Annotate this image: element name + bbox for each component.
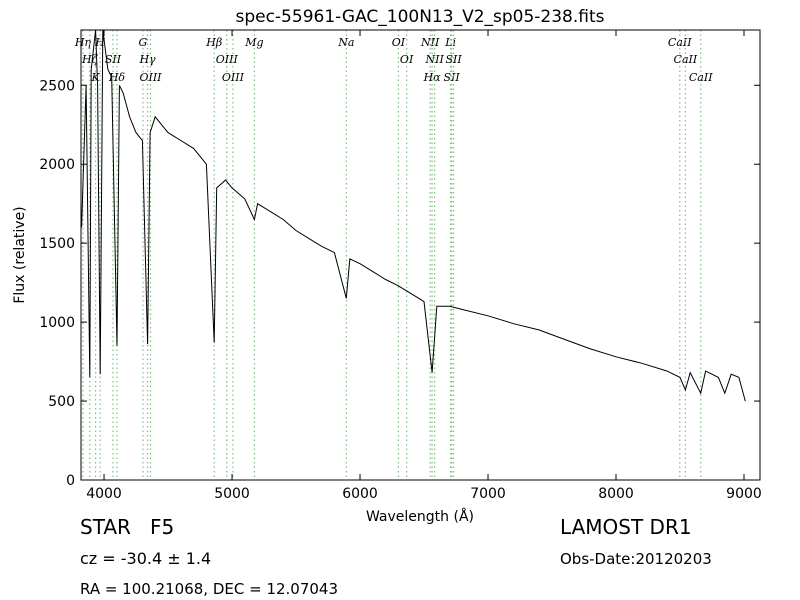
x-tick-label: 6000 (342, 486, 378, 502)
obs-date: Obs-Date:20120203 (560, 550, 712, 568)
x-tick-label: 4000 (86, 486, 122, 502)
plot-frame (80, 29, 761, 481)
redshift: cz = -30.4 ± 1.4 (80, 549, 211, 568)
spectrum (81, 30, 746, 402)
line-label: OI (400, 53, 414, 66)
line-label: Hβ (205, 36, 222, 49)
survey: LAMOST DR1 (560, 515, 692, 539)
x-axis-label: Wavelength (Å) (366, 508, 474, 525)
line-label: Hα (423, 71, 442, 84)
line-label: Mg (244, 36, 263, 49)
x-tick-label: 7000 (470, 486, 506, 502)
line-label: Hγ (138, 53, 156, 66)
chart-title: spec-55961-GAC_100N13_V2_sp05-238.fits (235, 7, 604, 27)
line-label: CaII (689, 71, 713, 84)
line-label: CaII (668, 36, 692, 49)
line-label: Hζ (81, 53, 99, 66)
line-label: H (94, 36, 105, 49)
line-label: CaII (674, 53, 698, 66)
line-label: Hδ (108, 71, 126, 84)
line-label: G (139, 36, 148, 49)
x-tick-label: 8000 (598, 486, 634, 502)
y-tick-label: 500 (48, 394, 75, 410)
line-label: OIII (222, 71, 245, 84)
line-label: NII (424, 53, 444, 66)
y-tick-label: 2000 (39, 157, 75, 173)
y-tick-label: 1500 (39, 236, 75, 252)
line-label: SII (445, 53, 462, 66)
y-tick-label: 0 (66, 473, 75, 489)
line-label: Na (337, 36, 354, 49)
line-label: OIII (139, 71, 162, 84)
y-tick-label: 2500 (39, 78, 75, 94)
line-label: NII (420, 36, 440, 49)
y-axis-label: Flux (relative) (12, 206, 28, 303)
line-label: OI (392, 36, 406, 49)
x-tick-label: 5000 (214, 486, 250, 502)
line-label: Hη (74, 36, 92, 49)
coordinates: RA = 100.21068, DEC = 12.07043 (80, 580, 338, 598)
line-label: K (90, 71, 100, 84)
line-label: SII (444, 71, 461, 84)
line-label: OIII (216, 53, 239, 66)
y-tick-label: 1000 (39, 315, 75, 331)
line-label: Li (444, 36, 456, 49)
x-tick-label: 9000 (726, 486, 762, 502)
object-class: STAR F5 (80, 515, 174, 539)
